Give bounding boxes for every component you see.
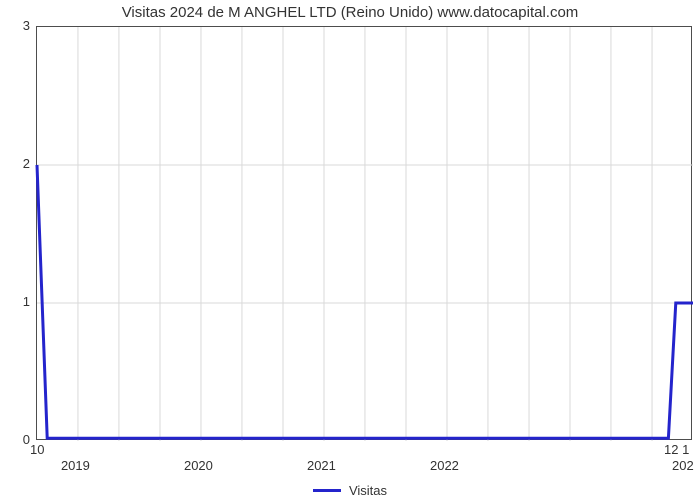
visits-chart: Visitas 2024 de M ANGHEL LTD (Reino Unid… bbox=[0, 0, 700, 500]
x-tick-label: 2020 bbox=[184, 458, 213, 473]
axis-extra-label: 10 bbox=[30, 442, 44, 457]
plot-area bbox=[36, 26, 692, 440]
legend-item-visitas: Visitas bbox=[313, 483, 387, 498]
x-tick-label: 2021 bbox=[307, 458, 336, 473]
plot-svg bbox=[37, 27, 693, 441]
axis-extra-label: 12 1 bbox=[664, 442, 689, 457]
legend: Visitas bbox=[0, 479, 700, 498]
y-tick-label: 0 bbox=[23, 432, 30, 447]
x-tick-label: 2019 bbox=[61, 458, 90, 473]
y-tick-label: 3 bbox=[23, 18, 30, 33]
x-tick-label-truncated: 202 bbox=[672, 458, 694, 473]
y-tick-label: 1 bbox=[23, 294, 30, 309]
chart-title: Visitas 2024 de M ANGHEL LTD (Reino Unid… bbox=[0, 4, 700, 21]
x-tick-label: 2022 bbox=[430, 458, 459, 473]
legend-label: Visitas bbox=[349, 483, 387, 498]
y-tick-label: 2 bbox=[23, 156, 30, 171]
legend-swatch bbox=[313, 489, 341, 492]
